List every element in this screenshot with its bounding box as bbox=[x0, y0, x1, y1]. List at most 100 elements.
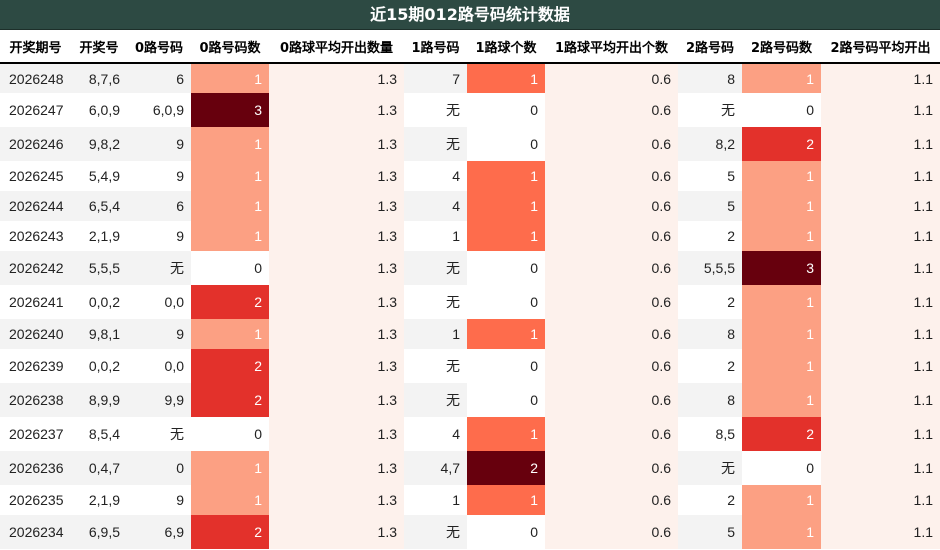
header-route0-count: 0路号码数 bbox=[191, 30, 269, 64]
cell-route2-count: 1 bbox=[742, 221, 821, 251]
cell-route0-count: 1 bbox=[191, 485, 269, 515]
cell-route2-count: 1 bbox=[742, 191, 821, 221]
cell-route1-numbers: 1 bbox=[404, 319, 467, 349]
cell-route1-average: 0.6 bbox=[545, 161, 678, 191]
cell-route1-average: 0.6 bbox=[545, 485, 678, 515]
cell-issue: 2026244 bbox=[0, 191, 71, 221]
stats-table: 开奖期号 开奖号 0路号码 0路号码数 0路球平均开出数量 1路号码 1路球个数… bbox=[0, 30, 940, 549]
cell-route0-numbers: 9 bbox=[127, 127, 191, 161]
cell-route0-numbers: 无 bbox=[127, 251, 191, 285]
cell-route0-numbers: 9 bbox=[127, 221, 191, 251]
cell-route1-numbers: 4 bbox=[404, 191, 467, 221]
cell-route0-count: 1 bbox=[191, 161, 269, 191]
cell-route1-average: 0.6 bbox=[545, 285, 678, 319]
cell-route0-numbers: 9 bbox=[127, 485, 191, 515]
cell-route1-count: 1 bbox=[467, 221, 545, 251]
cell-draw: 0,0,2 bbox=[71, 285, 127, 319]
cell-route2-average: 1.1 bbox=[821, 383, 940, 417]
cell-route0-average: 1.3 bbox=[269, 127, 404, 161]
cell-draw: 6,5,4 bbox=[71, 191, 127, 221]
cell-route2-numbers: 8 bbox=[678, 319, 742, 349]
table-row: 2026246 9,8,2 9 1 1.3 无 0 0.6 8,2 2 1.1 bbox=[0, 127, 940, 161]
cell-route1-count: 1 bbox=[467, 417, 545, 451]
cell-route1-count: 2 bbox=[467, 451, 545, 485]
cell-route2-average: 1.1 bbox=[821, 417, 940, 451]
cell-route0-count: 0 bbox=[191, 251, 269, 285]
cell-draw: 2,1,9 bbox=[71, 485, 127, 515]
header-route2-average: 2路号码平均开出 bbox=[821, 30, 940, 64]
cell-route0-average: 1.3 bbox=[269, 191, 404, 221]
cell-route1-count: 1 bbox=[467, 63, 545, 93]
cell-route2-numbers: 5 bbox=[678, 161, 742, 191]
cell-route2-average: 1.1 bbox=[821, 485, 940, 515]
header-route0-average: 0路球平均开出数量 bbox=[269, 30, 404, 64]
cell-route0-count: 3 bbox=[191, 93, 269, 127]
table-row: 2026248 8,7,6 6 1 1.3 7 1 0.6 8 1 1.1 bbox=[0, 63, 940, 93]
cell-route1-count: 0 bbox=[467, 251, 545, 285]
header-route2-numbers: 2路号码 bbox=[678, 30, 742, 64]
cell-route0-count: 2 bbox=[191, 515, 269, 549]
header-route2-count: 2路号码数 bbox=[742, 30, 821, 64]
cell-route0-count: 1 bbox=[191, 451, 269, 485]
cell-route2-count: 0 bbox=[742, 451, 821, 485]
table-title: 近15期012路号码统计数据 bbox=[0, 0, 940, 30]
cell-route0-numbers: 6 bbox=[127, 63, 191, 93]
table-row: 2026239 0,0,2 0,0 2 1.3 无 0 0.6 2 1 1.1 bbox=[0, 349, 940, 383]
cell-route2-numbers: 5,5,5 bbox=[678, 251, 742, 285]
cell-route0-numbers: 0,0 bbox=[127, 285, 191, 319]
cell-route1-average: 0.6 bbox=[545, 417, 678, 451]
cell-issue: 2026242 bbox=[0, 251, 71, 285]
cell-route1-average: 0.6 bbox=[545, 383, 678, 417]
cell-route1-numbers: 4,7 bbox=[404, 451, 467, 485]
cell-route0-count: 1 bbox=[191, 191, 269, 221]
header-route1-numbers: 1路号码 bbox=[404, 30, 467, 64]
cell-route2-numbers: 5 bbox=[678, 515, 742, 549]
cell-route2-numbers: 无 bbox=[678, 93, 742, 127]
cell-route1-average: 0.6 bbox=[545, 93, 678, 127]
cell-route1-average: 0.6 bbox=[545, 451, 678, 485]
cell-route0-count: 1 bbox=[191, 63, 269, 93]
table-row: 2026241 0,0,2 0,0 2 1.3 无 0 0.6 2 1 1.1 bbox=[0, 285, 940, 319]
cell-route0-numbers: 无 bbox=[127, 417, 191, 451]
cell-route0-average: 1.3 bbox=[269, 285, 404, 319]
cell-route0-average: 1.3 bbox=[269, 319, 404, 349]
cell-route0-count: 2 bbox=[191, 383, 269, 417]
table-row: 2026237 8,5,4 无 0 1.3 4 1 0.6 8,5 2 1.1 bbox=[0, 417, 940, 451]
cell-route2-average: 1.1 bbox=[821, 93, 940, 127]
table-row: 2026234 6,9,5 6,9 2 1.3 无 0 0.6 5 1 1.1 bbox=[0, 515, 940, 549]
cell-route1-average: 0.6 bbox=[545, 63, 678, 93]
cell-draw: 5,4,9 bbox=[71, 161, 127, 191]
cell-route1-average: 0.6 bbox=[545, 515, 678, 549]
cell-draw: 2,1,9 bbox=[71, 221, 127, 251]
cell-route1-count: 0 bbox=[467, 93, 545, 127]
cell-route1-numbers: 无 bbox=[404, 383, 467, 417]
cell-issue: 2026236 bbox=[0, 451, 71, 485]
cell-issue: 2026240 bbox=[0, 319, 71, 349]
cell-route2-count: 2 bbox=[742, 417, 821, 451]
header-issue: 开奖期号 bbox=[0, 30, 71, 64]
cell-route2-count: 1 bbox=[742, 515, 821, 549]
cell-route0-average: 1.3 bbox=[269, 251, 404, 285]
cell-issue: 2026234 bbox=[0, 515, 71, 549]
cell-draw: 6,0,9 bbox=[71, 93, 127, 127]
cell-route1-count: 1 bbox=[467, 161, 545, 191]
table-row: 2026235 2,1,9 9 1 1.3 1 1 0.6 2 1 1.1 bbox=[0, 485, 940, 515]
header-route1-average: 1路球平均开出个数 bbox=[545, 30, 678, 64]
cell-route2-count: 1 bbox=[742, 161, 821, 191]
table-row: 2026244 6,5,4 6 1 1.3 4 1 0.6 5 1 1.1 bbox=[0, 191, 940, 221]
cell-route0-average: 1.3 bbox=[269, 161, 404, 191]
cell-route2-average: 1.1 bbox=[821, 349, 940, 383]
cell-issue: 2026243 bbox=[0, 221, 71, 251]
table-row: 2026247 6,0,9 6,0,9 3 1.3 无 0 0.6 无 0 1.1 bbox=[0, 93, 940, 127]
cell-issue: 2026248 bbox=[0, 63, 71, 93]
cell-route2-numbers: 8 bbox=[678, 383, 742, 417]
table-row: 2026243 2,1,9 9 1 1.3 1 1 0.6 2 1 1.1 bbox=[0, 221, 940, 251]
cell-route1-count: 0 bbox=[467, 383, 545, 417]
cell-route0-numbers: 9 bbox=[127, 319, 191, 349]
cell-route2-numbers: 8,2 bbox=[678, 127, 742, 161]
cell-route2-numbers: 5 bbox=[678, 191, 742, 221]
cell-route1-numbers: 无 bbox=[404, 349, 467, 383]
cell-route1-numbers: 7 bbox=[404, 63, 467, 93]
cell-route1-count: 1 bbox=[467, 485, 545, 515]
cell-issue: 2026247 bbox=[0, 93, 71, 127]
